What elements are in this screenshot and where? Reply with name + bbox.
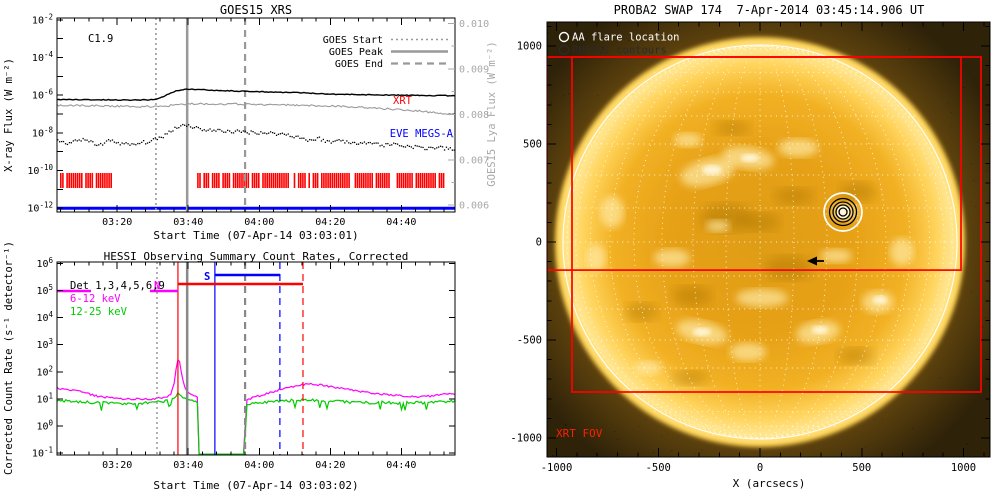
right-axis-tick-label: 0.008 [459, 110, 489, 121]
x-tick-label: 03:20 [102, 217, 132, 228]
x-tick-label: 04:20 [315, 217, 345, 228]
annotation-text: EVE MEGS-A [390, 128, 454, 140]
rhessi-contour [835, 204, 851, 220]
legend-circle-icon [558, 44, 570, 56]
axis-tick-label: 102 [36, 364, 53, 378]
x-tick-label: -500 [646, 462, 671, 474]
y-tick-label: -500 [517, 335, 542, 347]
plot-frame [56, 17, 456, 213]
map-legend-label: RHESSI contours [572, 45, 667, 57]
x-tick-label: 04:40 [386, 217, 416, 228]
axis-tick-label: 10-12 [27, 201, 53, 215]
goes-xaxis-title: Start Time (07-Apr-14 03:03:01) [153, 229, 359, 242]
right-axis-tick-label: 0.006 [459, 201, 489, 212]
y-tick-label: 0 [536, 237, 542, 249]
rhessi-contour [838, 207, 848, 217]
plot-frame [56, 261, 456, 456]
axis-tick-label: 101 [36, 391, 53, 405]
series-legend-label: 12-25 keV [70, 306, 128, 318]
right-axis-tick-label: 0.010 [459, 19, 489, 30]
legend-label: GOES Start [323, 35, 383, 46]
y-tick-label: 1000 [517, 41, 542, 53]
flag-label: S [204, 271, 210, 283]
axis-tick-label: 103 [36, 337, 53, 351]
axis-tick-label: 10-10 [27, 163, 53, 177]
xrt-fov-label: XRT FOV [556, 427, 603, 440]
solar-disk [555, 37, 965, 447]
legend-label: GOES Peak [329, 47, 383, 58]
rhessi-observing-band [60, 173, 445, 188]
flare-location-circle [823, 192, 863, 232]
solar-limb-circle [562, 44, 958, 440]
x-tick-label: 03:40 [173, 217, 203, 228]
x-tick-label: 1000 [951, 462, 976, 474]
rhessi-contour [828, 197, 858, 227]
y-tick-label: -1000 [510, 433, 542, 445]
x-tick-label: 04:20 [315, 460, 345, 471]
hessi-xaxis-title: Start Time (07-Apr-14 03:03:02) [153, 479, 359, 492]
hessi-panel: N S 03:20 03:40 04:00 04:20 04:40 10-1 100 101 102… [32, 256, 456, 471]
axis-tick-label: 10-6 [32, 88, 54, 102]
goes-lya-curve [56, 102, 455, 115]
x-tick-label: -1000 [541, 462, 573, 474]
x-tick-label: 03:40 [173, 460, 203, 471]
swap-xaxis-title: X (arcsecs) [732, 477, 806, 490]
flag-label: N [154, 280, 160, 292]
axis-tick-label: 106 [36, 256, 53, 270]
x-tick-label: 0 [757, 462, 763, 474]
pointer-arrow [807, 256, 817, 266]
map-legend-label: AA flare location [572, 32, 679, 44]
swap-image-title: PROBA2 SWAP 174 7-Apr-2014 03:45:14.906 … [613, 3, 925, 17]
x-tick-label: 04:40 [386, 460, 416, 471]
goes-plot-title: GOES15 XRS [219, 3, 293, 17]
heliographic-grid [564, 45, 956, 439]
right-axis-tick-label: 0.007 [459, 155, 489, 166]
axis-tick-label: 105 [36, 283, 53, 297]
x-tick-label: 03:20 [102, 460, 132, 471]
x-tick-label: 04:00 [244, 217, 274, 228]
axis-tick-label: 10-2 [32, 12, 53, 26]
goes-panel: 03:20 03:40 04:00 04:20 04:40 10-12 10-10 10-8 1… [27, 12, 489, 228]
hessi-12-25-kev [56, 391, 456, 455]
series-legend-label: 6-12 keV [70, 293, 121, 305]
axis-tick-label: 10-8 [32, 125, 54, 139]
hessi-6-12-kev [56, 359, 456, 455]
annotation-text: XRT [393, 95, 413, 107]
y-tick-label: 500 [523, 139, 542, 151]
x-tick-label: 500 [852, 462, 871, 474]
x-tick-label: 04:00 [244, 460, 274, 471]
series-legend-label: Det 1,3,4,5,6,9 [70, 280, 165, 292]
rhessi-contour [832, 201, 854, 223]
map-frame [546, 21, 991, 458]
axis-tick-label: 100 [36, 418, 53, 432]
xrt-fov-rect [571, 56, 982, 393]
axis-tick-label: 104 [36, 310, 53, 324]
annotation-text: C1.9 [88, 33, 113, 45]
legend-label: GOES End [335, 59, 383, 70]
right-axis-tick-label: 0.009 [459, 64, 489, 75]
goes-xrs-long-curve [56, 88, 455, 102]
axis-tick-label: 10-1 [32, 446, 53, 460]
legend-circle-icon [558, 31, 570, 43]
eve-megs-a-dots [57, 123, 455, 151]
hessi-plot-title: HESSI Observing Summary Count Rates, Cor… [103, 250, 409, 263]
axis-tick-label: 10-4 [32, 50, 54, 64]
